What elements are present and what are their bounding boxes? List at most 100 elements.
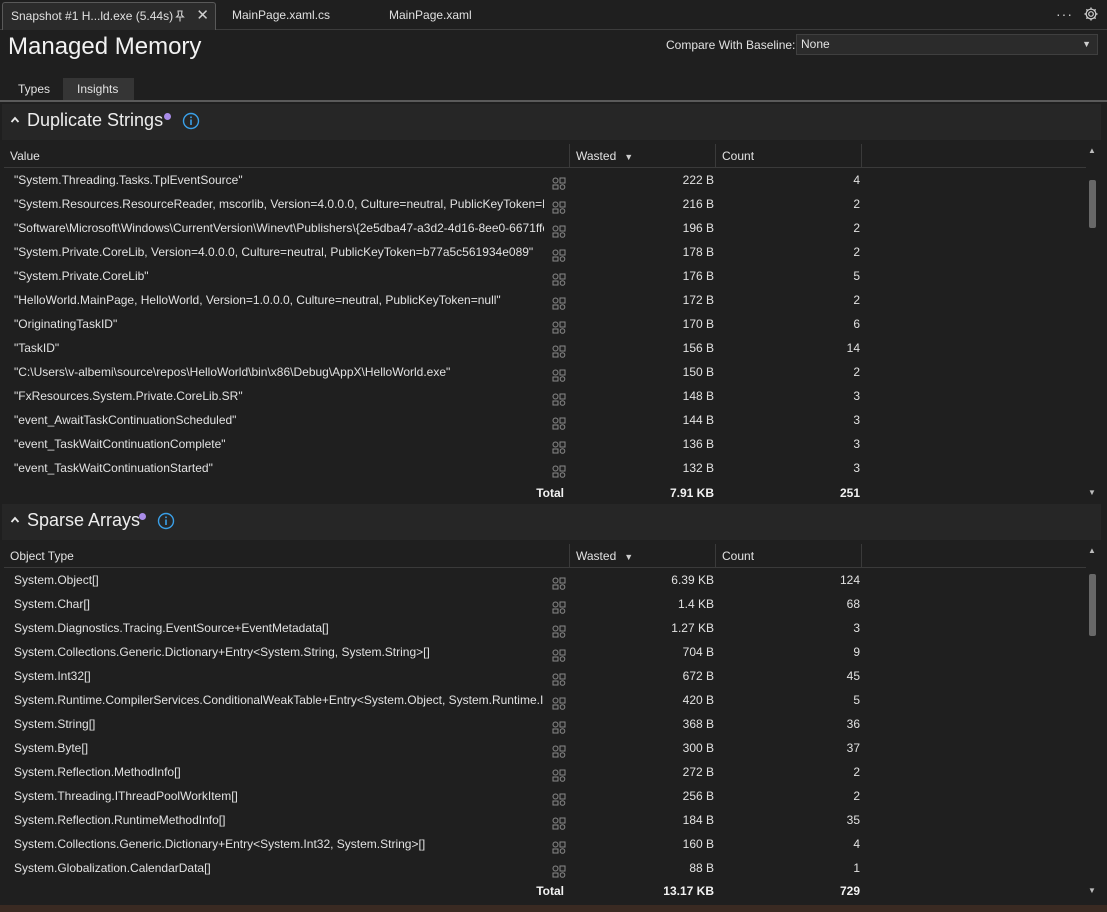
- view-instances-icon[interactable]: [552, 838, 566, 854]
- view-instances-icon[interactable]: [552, 462, 566, 478]
- cell-wasted: 172 B: [682, 293, 714, 307]
- baseline-dropdown[interactable]: None ▼: [796, 34, 1098, 55]
- cell-wasted: 222 B: [682, 173, 714, 187]
- sparse-arrays-section: Sparse Arrays Object Type Wasted ▼ Count …: [2, 504, 1101, 904]
- view-instances-icon[interactable]: [552, 742, 566, 758]
- cell-value: "HelloWorld.MainPage, HelloWorld, Versio…: [14, 293, 501, 307]
- view-instances-icon[interactable]: [552, 646, 566, 662]
- sparse-arrays-scrollbar[interactable]: ▲ ▼: [1086, 544, 1098, 900]
- cell-value: System.Reflection.RuntimeMethodInfo[]: [14, 813, 226, 827]
- cell-wasted: 178 B: [682, 245, 714, 259]
- table-row[interactable]: System.Threading.IThreadPoolWorkItem[] 25…: [4, 784, 1086, 808]
- tab-insights[interactable]: Insights: [63, 78, 134, 100]
- view-instances-icon[interactable]: [552, 574, 566, 590]
- pin-icon[interactable]: [173, 9, 187, 23]
- table-row[interactable]: "HelloWorld.MainPage, HelloWorld, Versio…: [4, 288, 1086, 312]
- table-row[interactable]: "OriginatingTaskID" 170 B 6: [4, 312, 1086, 336]
- column-header-count[interactable]: Count: [716, 544, 862, 568]
- table-row[interactable]: System.String[] 368 B 36: [4, 712, 1086, 736]
- view-instances-icon[interactable]: [552, 342, 566, 358]
- table-row[interactable]: "Software\Microsoft\Windows\CurrentVersi…: [4, 216, 1086, 240]
- view-instances-icon[interactable]: [552, 862, 566, 878]
- more-options-icon[interactable]: ···: [1056, 6, 1073, 22]
- table-row[interactable]: System.Globalization.CalendarData[] 88 B 1: [4, 856, 1086, 880]
- table-row[interactable]: "event_TaskWaitContinuationComplete" 136 …: [4, 432, 1086, 456]
- tab-types[interactable]: Types: [18, 82, 51, 96]
- table-row[interactable]: "TaskID" 156 B 14: [4, 336, 1086, 360]
- table-row[interactable]: "System.Threading.Tasks.TplEventSource" 2…: [4, 168, 1086, 192]
- cell-wasted: 150 B: [682, 365, 714, 379]
- view-instances-icon[interactable]: [552, 390, 566, 406]
- scroll-down-icon[interactable]: ▼: [1088, 886, 1096, 895]
- view-instances-icon[interactable]: [552, 294, 566, 310]
- new-indicator-dot: [139, 513, 146, 520]
- table-row[interactable]: "C:\Users\v-albemi\source\repos\HelloWor…: [4, 360, 1086, 384]
- baseline-label: Compare With Baseline:: [666, 38, 796, 52]
- view-instances-icon[interactable]: [552, 598, 566, 614]
- duplicate-strings-header[interactable]: Duplicate Strings: [2, 104, 1101, 140]
- table-row[interactable]: System.Runtime.CompilerServices.Conditio…: [4, 688, 1086, 712]
- tab-snapshot[interactable]: Snapshot #1 H...ld.exe (5.44s) ✕: [2, 2, 216, 30]
- view-instances-icon[interactable]: [552, 270, 566, 286]
- cell-count: 1: [853, 861, 860, 875]
- close-icon[interactable]: ✕: [196, 7, 209, 24]
- scroll-down-icon[interactable]: ▼: [1088, 488, 1096, 497]
- collapse-caret-icon[interactable]: [10, 515, 20, 525]
- table-row[interactable]: "event_TaskWaitContinuationStarted" 132 B…: [4, 456, 1086, 480]
- table-row[interactable]: System.Collections.Generic.Dictionary+En…: [4, 832, 1086, 856]
- view-instances-icon[interactable]: [552, 622, 566, 638]
- scroll-up-icon[interactable]: ▲: [1088, 146, 1096, 155]
- table-row[interactable]: "System.Private.CoreLib, Version=4.0.0.0…: [4, 240, 1086, 264]
- column-header-count[interactable]: Count: [716, 144, 862, 168]
- view-instances-icon[interactable]: [552, 174, 566, 190]
- info-icon[interactable]: [182, 112, 200, 130]
- collapse-caret-icon[interactable]: [10, 115, 20, 125]
- table-row[interactable]: System.Byte[] 300 B 37: [4, 736, 1086, 760]
- view-instances-icon[interactable]: [552, 198, 566, 214]
- view-instances-icon[interactable]: [552, 766, 566, 782]
- sparse-arrays-header[interactable]: Sparse Arrays: [2, 504, 1101, 540]
- tab-mainpage-xaml[interactable]: MainPage.xaml: [381, 2, 472, 30]
- table-row[interactable]: "FxResources.System.Private.CoreLib.SR" 1…: [4, 384, 1086, 408]
- view-instances-icon[interactable]: [552, 414, 566, 430]
- scroll-up-icon[interactable]: ▲: [1088, 546, 1096, 555]
- column-header-object-type[interactable]: Object Type: [4, 544, 570, 568]
- total-wasted: 7.91 KB: [669, 486, 714, 500]
- cell-count: 36: [846, 717, 860, 731]
- table-row[interactable]: System.Reflection.RuntimeMethodInfo[] 184…: [4, 808, 1086, 832]
- view-instances-icon[interactable]: [552, 670, 566, 686]
- view-instances-icon[interactable]: [552, 246, 566, 262]
- view-instances-icon[interactable]: [552, 366, 566, 382]
- scrollbar-thumb[interactable]: [1089, 180, 1096, 228]
- view-instances-icon[interactable]: [552, 438, 566, 454]
- table-row[interactable]: System.Char[] 1.4 KB 68: [4, 592, 1086, 616]
- table-row[interactable]: "event_AwaitTaskContinuationScheduled" 14…: [4, 408, 1086, 432]
- cell-wasted: 176 B: [682, 269, 714, 283]
- view-instances-icon[interactable]: [552, 790, 566, 806]
- table-row[interactable]: System.Object[] 6.39 KB 124: [4, 568, 1086, 592]
- cell-value: "Software\Microsoft\Windows\CurrentVersi…: [14, 221, 544, 235]
- sparse-arrays-rows: System.Object[] 6.39 KB 124 System.Char[] 1.…: [4, 568, 1086, 880]
- cell-count: 3: [853, 461, 860, 475]
- gear-icon[interactable]: [1083, 6, 1099, 22]
- table-row[interactable]: "System.Resources.ResourceReader, mscorl…: [4, 192, 1086, 216]
- table-row[interactable]: System.Int32[] 672 B 45: [4, 664, 1086, 688]
- column-header-wasted[interactable]: Wasted ▼: [570, 144, 716, 168]
- cell-value: "System.Private.CoreLib": [14, 269, 149, 283]
- column-header-wasted[interactable]: Wasted ▼: [570, 544, 716, 568]
- view-instances-icon[interactable]: [552, 814, 566, 830]
- table-row[interactable]: System.Collections.Generic.Dictionary+En…: [4, 640, 1086, 664]
- view-instances-icon[interactable]: [552, 222, 566, 238]
- column-header-value[interactable]: Value: [4, 144, 570, 168]
- table-row[interactable]: System.Diagnostics.Tracing.EventSource+E…: [4, 616, 1086, 640]
- view-instances-icon[interactable]: [552, 318, 566, 334]
- cell-value: System.Collections.Generic.Dictionary+En…: [14, 837, 426, 851]
- table-row[interactable]: System.Reflection.MethodInfo[] 272 B 2: [4, 760, 1086, 784]
- scrollbar-thumb[interactable]: [1089, 574, 1096, 636]
- view-instances-icon[interactable]: [552, 694, 566, 710]
- duplicate-strings-scrollbar[interactable]: ▲ ▼: [1086, 144, 1098, 502]
- view-instances-icon[interactable]: [552, 718, 566, 734]
- info-icon[interactable]: [157, 512, 175, 530]
- table-row[interactable]: "System.Private.CoreLib" 176 B 5: [4, 264, 1086, 288]
- tab-mainpage-xaml-cs[interactable]: MainPage.xaml.cs: [224, 2, 330, 30]
